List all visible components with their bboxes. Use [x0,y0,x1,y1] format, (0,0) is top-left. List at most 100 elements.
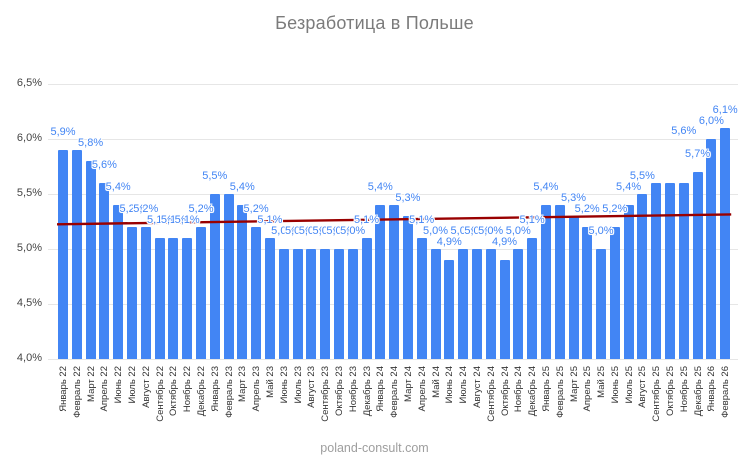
bar-Сентябрь 24[interactable] [485,248,496,359]
bar-Январь 22[interactable] [58,149,68,359]
bar-Сентябрь 22[interactable] [154,237,165,359]
bar-Июнь 24[interactable] [444,259,455,359]
y-axis-tick: 4,0% [16,352,42,364]
bar-Июнь 22[interactable] [113,204,124,359]
bar-Март 24[interactable] [402,215,413,359]
bar-Декабрь 23[interactable] [361,237,372,359]
chart-title: Безработица в Польше [275,13,474,33]
x-axis-tick: Октябрь 23 [333,366,345,417]
x-axis-tick: Июнь 23 [278,366,290,404]
bar-Октябрь 24[interactable] [499,259,510,359]
bar-value-label: 5,2% [602,202,628,215]
bar-value-label: 5,1% [409,213,435,226]
bar-Май 23[interactable] [264,237,275,359]
bar-Декабрь 22[interactable] [196,226,206,359]
bar-value-label: 5,1% [257,213,283,226]
bar-Август 22[interactable] [140,226,151,359]
x-axis-tick: Июнь 24 [444,366,456,404]
bar-Апрель 25[interactable] [582,226,593,359]
bar-Декабрь 24[interactable] [527,237,538,359]
bar-value-label: 5,6% [671,124,697,137]
bar-Январь 26[interactable] [706,138,717,359]
bar-value-label: 5,8% [78,136,104,149]
bar-Март 25[interactable] [568,215,579,359]
bar-Сентябрь 25[interactable] [651,182,662,359]
bar-Ноябрь 22[interactable] [182,237,193,359]
bar-Февраль 22[interactable] [71,149,82,359]
bar-Декабрь 25[interactable] [692,171,703,359]
bar-Август 23[interactable] [306,248,317,359]
bar-Июль 22[interactable] [127,226,137,359]
x-axis-tick: Апрель 25 [582,366,594,412]
y-axis-tick: 5,0% [16,242,42,254]
bar-Октябрь 23[interactable] [333,248,344,359]
bar-value-label: 5,4% [367,180,393,193]
bar-value-label: 5,0% [312,224,338,237]
x-axis-tick: Апрель 22 [99,366,111,412]
bar-Октябрь 22[interactable] [168,237,179,359]
bar-value-label: 5,0% [284,224,311,237]
x-axis-tick: Май 23 [264,366,276,398]
x-axis-tick: Январь 23 [209,366,221,412]
bar-Январь 24[interactable] [375,204,386,359]
bar-Февраль 25[interactable] [554,204,565,359]
bar-value-label: 5,0% [450,224,476,237]
bar-value-label: 5,3% [560,191,587,204]
bar-Апрель 24[interactable] [416,237,427,359]
x-axis-tick: Июль 23 [292,366,304,404]
bar-Ноябрь 23[interactable] [347,248,358,359]
bar-value-label: 5,1% [147,213,173,226]
gridline [48,359,738,360]
bar-Август 24[interactable] [471,248,482,359]
x-axis-tick: Март 23 [237,366,249,402]
x-axis-tick: Февраль 22 [71,366,83,418]
bar-value-label: 5,4% [105,180,131,193]
bar-Октябрь 25[interactable] [665,182,675,359]
bar-Июнь 25[interactable] [609,226,620,359]
x-axis-tick: Январь 25 [540,366,552,412]
bar-value-label: 5,3% [395,191,421,204]
x-axis-tick: Август 22 [140,366,152,408]
bar-Август 25[interactable] [637,193,648,359]
bar-Сентябрь 23[interactable] [320,248,331,359]
bar-Май 25[interactable] [596,248,606,359]
x-axis-tick: Октябрь 24 [499,366,511,417]
bar-Июль 24[interactable] [458,248,469,359]
bar-value-label: 4,9% [491,235,518,248]
bar-value-label: 5,9% [50,125,76,138]
bar-Май 24[interactable] [430,248,441,359]
bar-Июль 23[interactable] [292,248,303,359]
gridline [48,139,738,140]
bar-value-label: 5,2% [119,202,145,215]
bar-Март 23[interactable] [237,204,248,359]
x-axis-tick: Октябрь 22 [168,366,180,417]
bar-value-label: 5,0% [298,224,324,237]
bar-Март 22[interactable] [85,160,96,359]
bar-Апрель 23[interactable] [251,226,262,359]
x-axis-tick: Февраль 26 [720,366,732,418]
bar-Июнь 23[interactable] [278,248,289,359]
bar-Январь 23[interactable] [209,193,220,359]
y-axis-tick: 6,0% [16,132,42,144]
bar-Февраль 24[interactable] [389,204,400,359]
bar-value-label: 5,0% [505,224,531,237]
x-axis-tick: Июль 25 [623,366,635,404]
x-axis-tick: Ноябрь 24 [513,366,525,413]
bar-value-label: 5,7% [685,147,711,160]
bar-value-label: 5,6% [91,158,117,171]
bar-Апрель 22[interactable] [99,182,110,359]
bar-Февраль 26[interactable] [720,127,731,359]
watermark: poland-consult.com [320,441,429,455]
bar-value-label: 5,0% [271,224,297,237]
bar-Ноябрь 25[interactable] [678,182,689,359]
bar-value-label: 5,0% [326,224,352,237]
bar-Январь 25[interactable] [540,204,551,359]
bar-Июль 25[interactable] [623,204,634,359]
bar-value-label: 5,2% [243,202,269,215]
x-axis-tick: Октябрь 25 [665,366,676,417]
bar-value-label: 5,1% [353,213,380,226]
bar-Ноябрь 24[interactable] [513,248,524,359]
x-axis-tick: Апрель 23 [251,366,263,412]
bar-Февраль 23[interactable] [223,193,234,359]
bar-value-label: 5,5% [202,169,228,182]
